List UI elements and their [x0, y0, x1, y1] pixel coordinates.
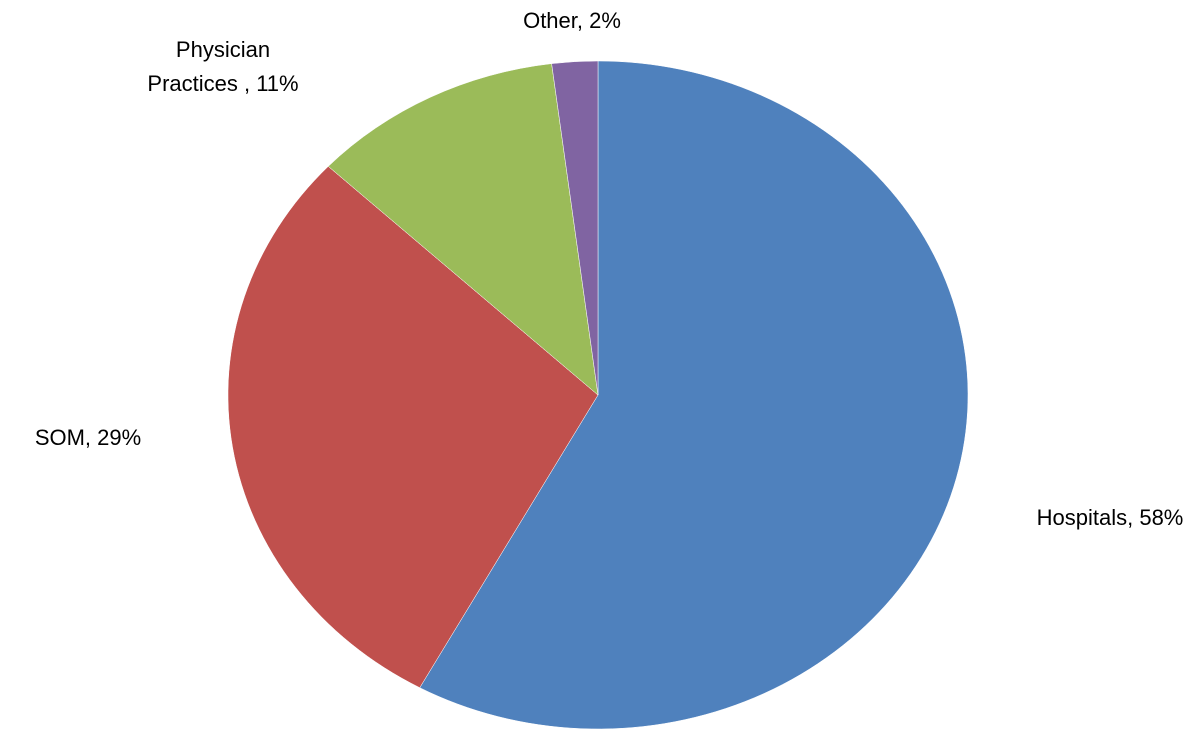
pie-labels: Hospitals, 58% SOM, 29% Physician Practices…: [35, 8, 1184, 530]
data-label-line: Other, 2%: [523, 8, 621, 33]
pie-slice-som: [227, 166, 599, 689]
pie-slice-physician-practices: [327, 63, 599, 396]
data-label-other: Other, 2%: [523, 8, 621, 33]
data-label-line: Physician: [176, 37, 270, 62]
data-label-physician-practices: Physician Practices , 11%: [147, 37, 298, 96]
pie-slices: [227, 60, 969, 730]
data-label-line: Practices , 11%: [147, 71, 298, 96]
data-label-som: SOM, 29%: [35, 425, 141, 450]
data-label-line: Hospitals, 58%: [1037, 505, 1184, 530]
pie-slice-hospitals: [419, 60, 969, 730]
data-label-hospitals: Hospitals, 58%: [1037, 505, 1184, 530]
pie-slice-other: [551, 60, 599, 396]
data-label-line: SOM, 29%: [35, 425, 141, 450]
